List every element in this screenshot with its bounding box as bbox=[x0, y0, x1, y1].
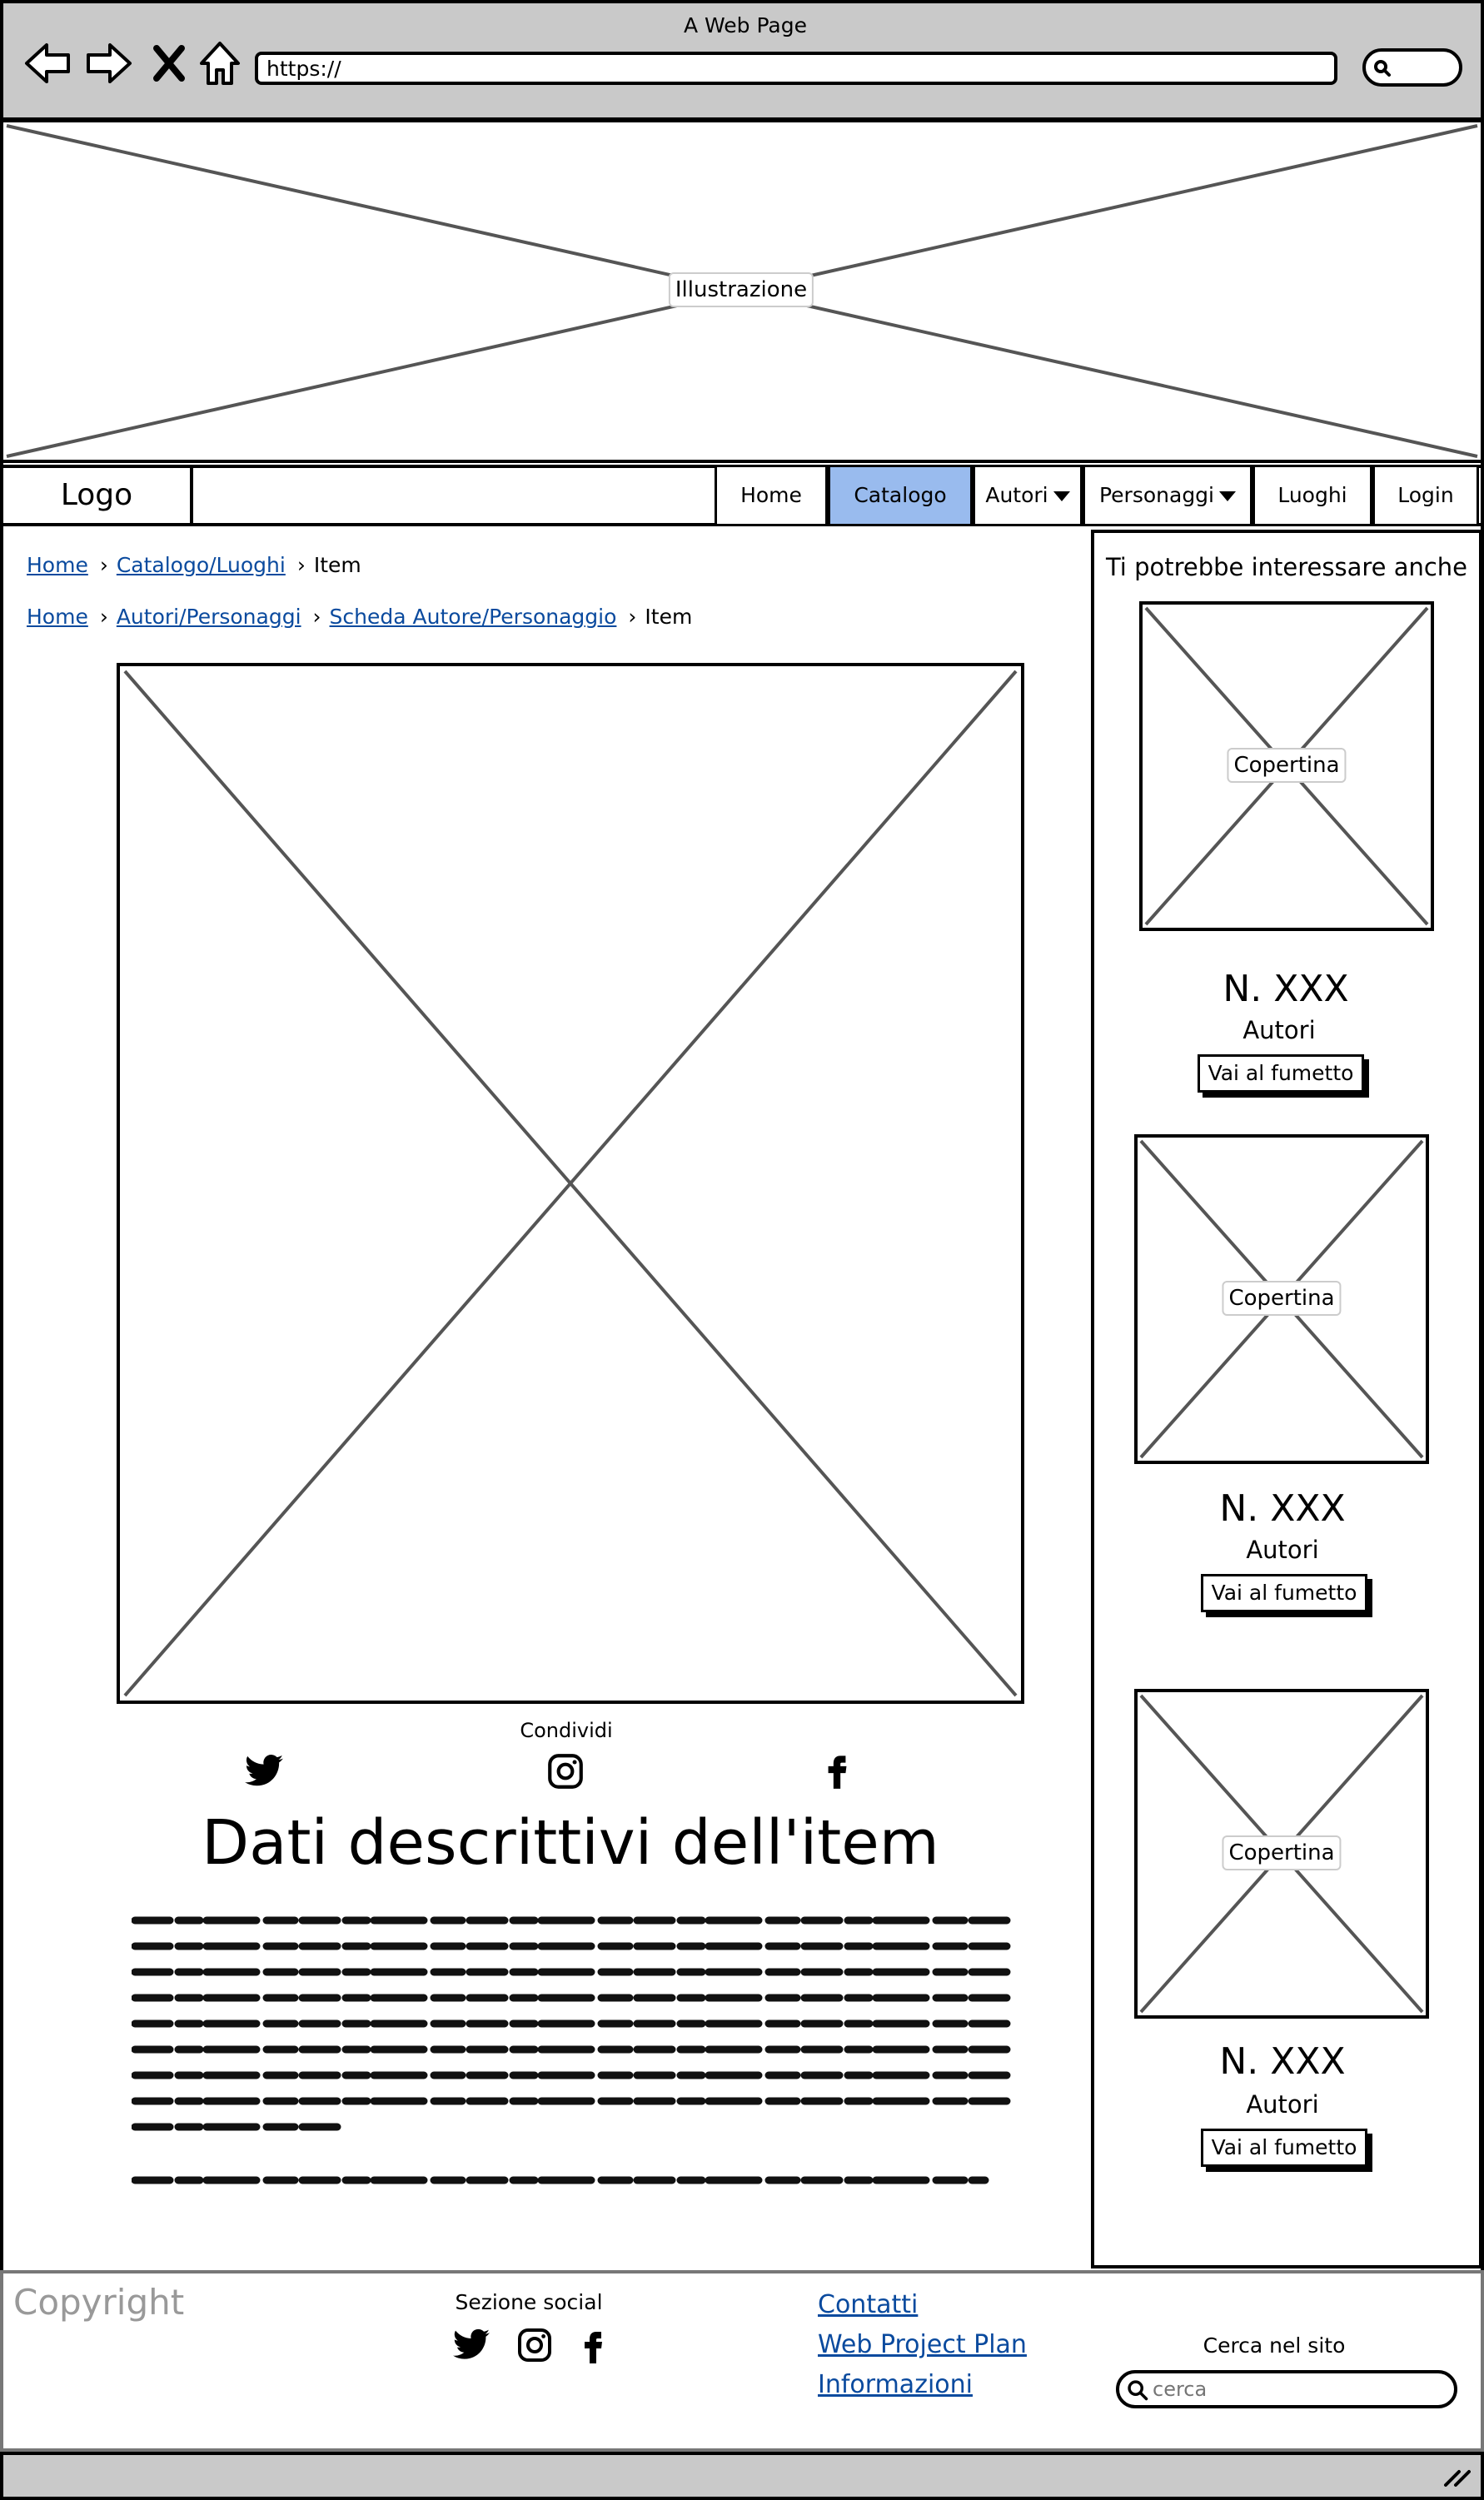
chevron-down-icon bbox=[1053, 491, 1070, 501]
go-to-comic-button[interactable]: Vai al fumetto bbox=[1201, 1574, 1367, 1612]
social-section-title: Sezione social bbox=[455, 2290, 603, 2314]
chevron-right-icon: › bbox=[296, 553, 306, 577]
footer-link-contacts[interactable]: Contatti bbox=[818, 2290, 919, 2319]
logo[interactable]: Logo bbox=[0, 465, 193, 526]
instagram-icon[interactable] bbox=[545, 1750, 586, 1792]
nav-item-label: Catalogo bbox=[854, 483, 947, 507]
breadcrumb-current: Item bbox=[313, 553, 361, 577]
footer-link-web-project-plan[interactable]: Web Project Plan bbox=[818, 2330, 1027, 2359]
card-authors: Autori bbox=[1246, 1536, 1319, 1564]
chevron-right-icon: › bbox=[312, 605, 321, 629]
instagram-icon[interactable] bbox=[515, 2325, 555, 2365]
sidebar-title: Ti potrebbe interessare anche bbox=[1105, 553, 1468, 581]
nav-item-autori[interactable]: Autori bbox=[973, 465, 1083, 526]
breadcrumb: Home › Autori/Personaggi › Scheda Autore/Per… bbox=[27, 605, 692, 629]
back-icon[interactable] bbox=[23, 40, 73, 87]
breadcrumb-home-link[interactable]: Home bbox=[27, 553, 88, 577]
item-image bbox=[117, 663, 1024, 1704]
facebook-icon[interactable] bbox=[816, 1749, 858, 1790]
footer bbox=[0, 2270, 1484, 2452]
chevron-right-icon: › bbox=[99, 605, 108, 629]
share-label: Condividi bbox=[520, 1719, 613, 1742]
card-number: N. XXX bbox=[1223, 968, 1349, 1010]
chevron-right-icon: › bbox=[628, 605, 637, 629]
breadcrumb-authors-link[interactable]: Autori/Personaggi bbox=[116, 605, 301, 629]
breadcrumb-current: Item bbox=[645, 605, 693, 629]
breadcrumb: Home › Catalogo/Luoghi › Item bbox=[27, 553, 361, 577]
nav-item-label: Luoghi bbox=[1277, 483, 1347, 507]
breadcrumb-catalog-link[interactable]: Catalogo/Luoghi bbox=[116, 553, 286, 577]
placeholder-cross-icon bbox=[123, 670, 1018, 1697]
url-bar[interactable]: https:// bbox=[255, 52, 1337, 85]
forward-icon[interactable] bbox=[83, 40, 133, 87]
go-to-comic-button[interactable]: Vai al fumetto bbox=[1198, 1054, 1364, 1093]
twitter-icon[interactable] bbox=[451, 2325, 491, 2365]
nav-item-luoghi[interactable]: Luoghi bbox=[1252, 465, 1372, 526]
go-to-comic-button[interactable]: Vai al fumetto bbox=[1201, 2129, 1367, 2167]
nav-item-personaggi[interactable]: Personaggi bbox=[1083, 465, 1252, 526]
cover-label: Copertina bbox=[1227, 748, 1347, 783]
item-title: Dati descrittivi dell'item bbox=[202, 1807, 939, 1879]
twitter-icon[interactable] bbox=[243, 1750, 285, 1792]
browser-search-box[interactable] bbox=[1362, 48, 1462, 87]
nav-item-login[interactable]: Login bbox=[1372, 465, 1479, 526]
hero-label: Illustrazione bbox=[668, 272, 814, 307]
close-icon[interactable] bbox=[150, 40, 188, 87]
nav-item-label: Personaggi bbox=[1098, 483, 1214, 507]
nav-item-label: Home bbox=[740, 483, 802, 507]
facebook-icon[interactable] bbox=[573, 2323, 613, 2367]
footer-link-info[interactable]: Informazioni bbox=[818, 2370, 973, 2399]
card-number: N. XXX bbox=[1219, 2040, 1346, 2083]
search-icon bbox=[1128, 2380, 1148, 2401]
card-number: N. XXX bbox=[1219, 1487, 1346, 1530]
resize-handle-icon[interactable] bbox=[1442, 2467, 1471, 2488]
card-authors: Autori bbox=[1246, 2090, 1319, 2119]
nav-item-catalogo[interactable]: Catalogo bbox=[828, 465, 973, 526]
chevron-down-icon bbox=[1219, 491, 1236, 501]
magnifier-icon bbox=[1374, 60, 1391, 77]
chevron-right-icon: › bbox=[99, 553, 108, 577]
copyright: Copyright bbox=[13, 2282, 185, 2323]
breadcrumb-home-link[interactable]: Home bbox=[27, 605, 88, 629]
cover-label: Copertina bbox=[1222, 1835, 1342, 1870]
breadcrumb-sheet-link[interactable]: Scheda Autore/Personaggio bbox=[329, 605, 617, 629]
cover-label: Copertina bbox=[1222, 1281, 1342, 1316]
nav-item-label: Autori bbox=[985, 483, 1048, 507]
card-authors: Autori bbox=[1242, 1016, 1316, 1044]
nav-item-label: Login bbox=[1397, 483, 1454, 507]
site-search-input[interactable] bbox=[1116, 2370, 1457, 2408]
nav-item-home[interactable]: Home bbox=[715, 465, 828, 526]
home-icon[interactable] bbox=[195, 40, 245, 87]
site-search-title: Cerca nel sito bbox=[1203, 2333, 1346, 2358]
status-bar bbox=[0, 2452, 1484, 2500]
description-placeholder-text bbox=[132, 1916, 1018, 2184]
window-title: A Web Page bbox=[683, 13, 808, 37]
